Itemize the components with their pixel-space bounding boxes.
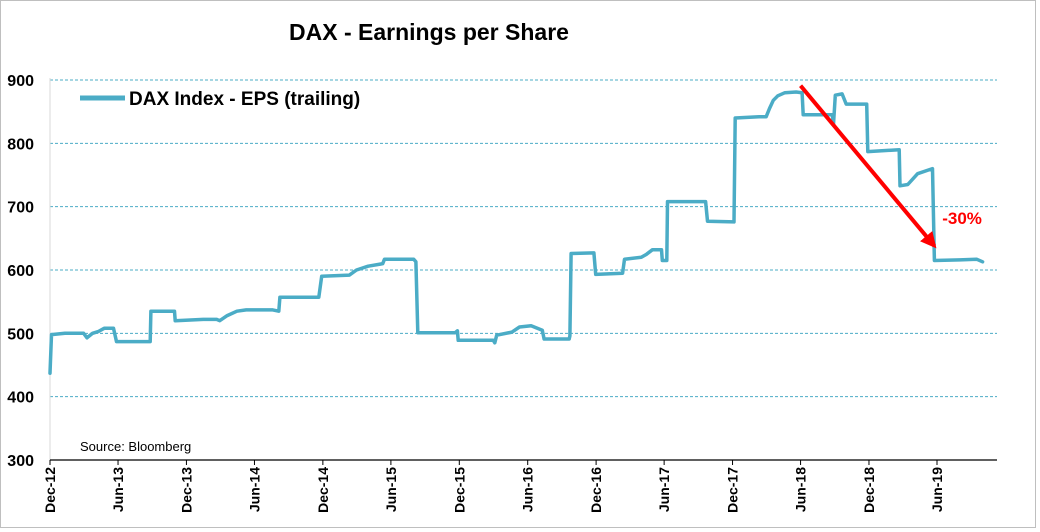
x-tick-label: Dec-14: [315, 467, 331, 513]
series-line: [48, 90, 985, 375]
x-tick-label: Dec-17: [725, 467, 741, 513]
y-tick-label: 400: [7, 390, 34, 407]
y-tick-label: 500: [7, 326, 34, 343]
x-tick-label: Dec-12: [42, 467, 58, 513]
x-tick-label: Jun-19: [929, 467, 945, 512]
y-tick-label: 900: [7, 73, 34, 90]
x-tick-label: Jun-13: [110, 467, 126, 512]
x-axis: [49, 78, 997, 461]
legend: DAX Index - EPS (trailing): [80, 89, 360, 110]
y-tick-label: 700: [7, 200, 34, 217]
series-layer: [48, 90, 985, 375]
x-tick-label: Dec-18: [861, 467, 877, 513]
y-tick-label: 600: [7, 263, 34, 280]
y-axis-ticks: 300 400 500 600 700 800 900: [7, 73, 34, 470]
x-tick-label: Jun-15: [383, 467, 399, 512]
x-tick-label: Dec-15: [451, 467, 467, 513]
trend-arrow: [799, 84, 937, 249]
x-tick-label: Jun-18: [793, 467, 809, 512]
source-note: Source: Bloomberg: [80, 439, 191, 454]
y-tick-label: 800: [7, 136, 34, 153]
x-tick-label: Jun-14: [246, 467, 262, 512]
x-tick-label: Jun-16: [520, 467, 536, 512]
annotations: -30%: [799, 84, 982, 249]
gridlines: [50, 79, 997, 398]
y-tick-label: 300: [7, 453, 34, 470]
x-axis-ticks: Dec-12 Jun-13 Dec-13 Jun-14 Dec-14 Jun-15 Dec-…: [42, 460, 945, 513]
x-tick-label: Dec-13: [178, 467, 194, 513]
legend-label: DAX Index - EPS (trailing): [129, 89, 360, 110]
chart-title: DAX - Earnings per Share: [289, 19, 569, 45]
decline-label: -30%: [942, 209, 982, 228]
x-tick-label: Dec-16: [588, 467, 604, 513]
x-tick-label: Jun-17: [656, 467, 672, 512]
